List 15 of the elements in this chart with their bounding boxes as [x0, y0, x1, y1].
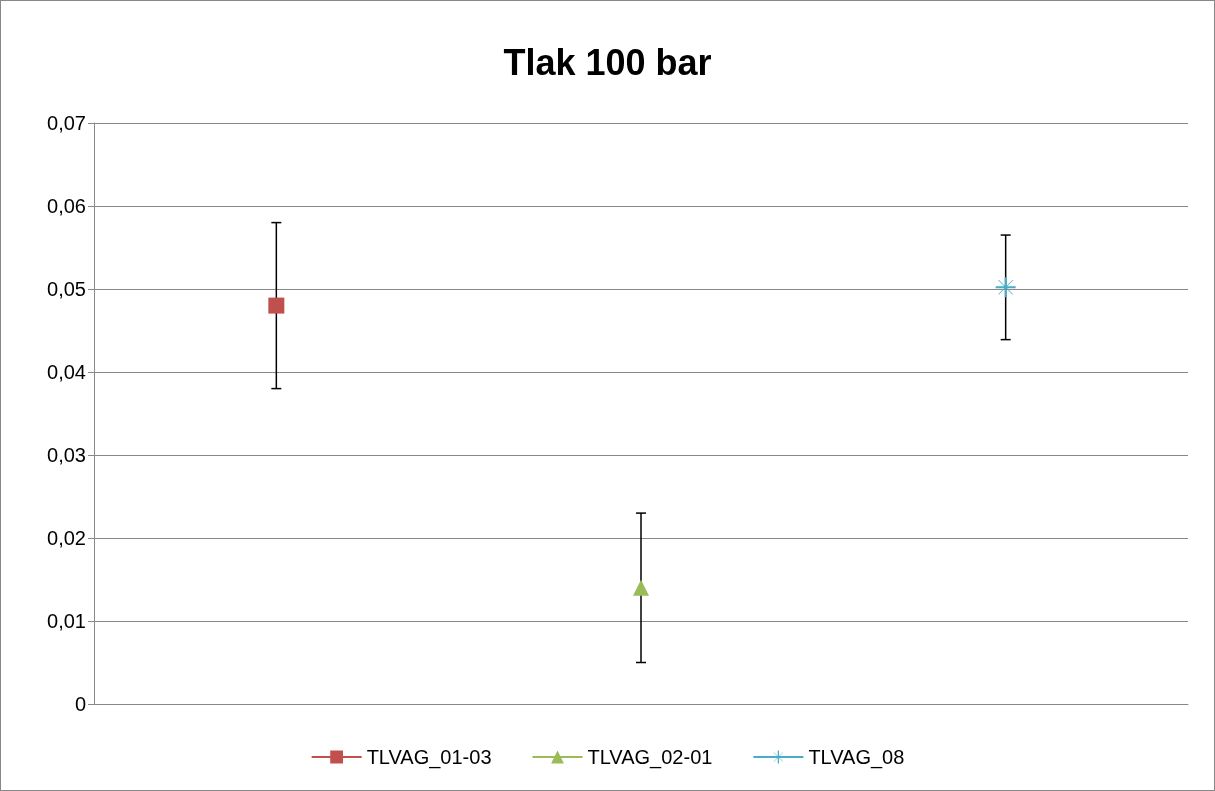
point [633, 579, 649, 596]
point [268, 297, 285, 314]
point [995, 277, 1016, 298]
y-tick-label: 0,02 [47, 527, 86, 549]
y-tick-label: 0,01 [47, 610, 86, 632]
chart-title: Tlak 100 bar [503, 41, 712, 83]
legend-label: TLVAG_08 [808, 746, 905, 769]
y-tick-label: 0,03 [47, 444, 86, 466]
y-tick-label: 0,04 [47, 361, 86, 383]
legend-label: TLVAG_01-03 [366, 746, 492, 769]
y-tick-label: 0,05 [47, 278, 86, 300]
y-tick-label: 0 [74, 693, 86, 715]
legend-label: TLVAG_02-01 [587, 746, 713, 769]
y-tick-label: 0,06 [47, 195, 86, 217]
y-tick-label: 0,07 [47, 112, 86, 134]
